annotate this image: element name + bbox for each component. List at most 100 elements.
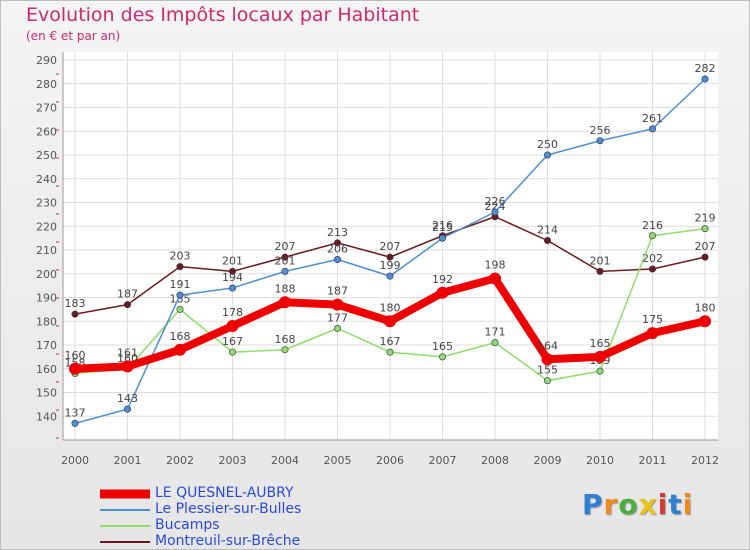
data-label: 160	[65, 349, 86, 362]
data-point	[71, 419, 79, 427]
data-point	[229, 348, 237, 356]
legend-swatch	[100, 541, 150, 543]
data-label: 191	[170, 278, 191, 291]
y-tick-label: 160	[36, 363, 57, 376]
x-tick-label: 2010	[586, 454, 614, 467]
x-tick-label: 2008	[481, 454, 509, 467]
y-tick-label: 200	[36, 268, 57, 281]
data-point	[69, 362, 81, 375]
data-label: 214	[537, 224, 558, 237]
data-label: 216	[432, 219, 453, 232]
logo-letter: P	[582, 488, 604, 521]
data-point	[174, 343, 186, 356]
data-point	[121, 360, 134, 373]
data-point	[699, 315, 711, 328]
data-label: 161	[117, 346, 138, 359]
data-label: 164	[537, 339, 558, 352]
data-label: 202	[642, 252, 663, 265]
data-label: 168	[275, 333, 296, 346]
data-label: 155	[537, 364, 558, 377]
data-label: 183	[65, 297, 86, 310]
data-point	[281, 346, 289, 354]
data-point	[386, 253, 394, 261]
data-point	[176, 305, 184, 313]
x-tick-label: 2003	[219, 454, 247, 467]
data-label: 201	[590, 254, 611, 267]
data-label: 180	[695, 301, 716, 314]
data-point	[543, 377, 551, 385]
legend-item: LE QUESNEL-AUBRY	[100, 485, 360, 502]
y-tick-label: 270	[36, 102, 57, 115]
y-tick-label: 230	[36, 197, 57, 210]
x-tick-label: 2001	[114, 454, 142, 467]
legend-item: Bucamps	[100, 517, 360, 534]
data-label: 201	[222, 254, 243, 267]
data-label: 185	[170, 292, 191, 305]
y-tick-label: 140	[36, 410, 57, 423]
data-label: 187	[117, 288, 138, 301]
y-tick-label: 170	[36, 339, 57, 352]
x-tick-label: 2011	[639, 454, 667, 467]
data-point	[701, 225, 709, 233]
data-label: 201	[275, 254, 296, 267]
data-label: 207	[380, 240, 401, 253]
data-label: 167	[222, 335, 243, 348]
y-tick-label: 250	[36, 149, 57, 162]
data-point	[281, 253, 289, 261]
logo-letter: o	[618, 488, 639, 521]
x-tick-label: 2002	[166, 454, 194, 467]
legend-swatch	[100, 509, 150, 511]
data-label: 216	[642, 219, 663, 232]
data-point	[491, 339, 499, 347]
legend-label: Montreuil-sur-Brêche	[155, 533, 301, 549]
x-tick-label: 2006	[376, 454, 404, 467]
data-label: 180	[380, 301, 401, 314]
x-tick-label: 2000	[61, 454, 89, 467]
y-tick-label: 210	[36, 244, 57, 257]
data-point	[333, 324, 341, 332]
data-point	[386, 348, 394, 356]
legend-swatch	[100, 525, 150, 527]
data-point	[333, 239, 341, 247]
data-label: 203	[170, 250, 191, 263]
data-point	[543, 237, 551, 245]
data-point	[281, 267, 289, 275]
data-label: 207	[275, 240, 296, 253]
data-label: 219	[695, 212, 716, 225]
data-label: 256	[590, 124, 611, 137]
data-point	[71, 310, 79, 318]
data-point	[701, 75, 709, 83]
data-point	[331, 298, 344, 311]
data-point	[333, 255, 341, 263]
y-tick-label: 280	[36, 78, 57, 91]
legend: LE QUESNEL-AUBRY Le Plessier-sur-Bulles Bu…	[100, 485, 360, 550]
data-point	[646, 327, 659, 340]
data-label: 171	[485, 326, 506, 339]
proxiti-logo: Proxiti	[582, 488, 693, 521]
data-label: 167	[380, 335, 401, 348]
data-label: 206	[327, 243, 348, 256]
data-point	[596, 267, 604, 275]
y-tick-label: 190	[36, 292, 57, 305]
data-point	[648, 232, 656, 240]
line-chart: 140 150 160 170 180 190 200 210 220 230 240 250 260 2…	[36, 52, 719, 467]
y-tick-label: 240	[36, 173, 57, 186]
y-tick-label: 260	[36, 125, 57, 138]
data-point	[229, 284, 237, 292]
legend-item: Montreuil-sur-Brêche	[100, 533, 360, 550]
data-label: 194	[222, 271, 243, 284]
data-label: 165	[432, 340, 453, 353]
data-point	[648, 125, 656, 133]
data-label: 198	[485, 259, 506, 272]
data-label: 199	[380, 259, 401, 272]
data-point	[124, 405, 132, 413]
data-point	[124, 301, 132, 309]
logo-letter: x	[638, 488, 658, 521]
data-point	[176, 291, 184, 299]
data-label: 177	[327, 311, 348, 324]
data-label: 178	[222, 306, 243, 319]
logo-letter: r	[603, 488, 619, 521]
legend-label: LE QUESNEL-AUBRY	[155, 485, 294, 501]
logo-letter: i	[682, 488, 694, 521]
y-tick-label: 220	[36, 220, 57, 233]
